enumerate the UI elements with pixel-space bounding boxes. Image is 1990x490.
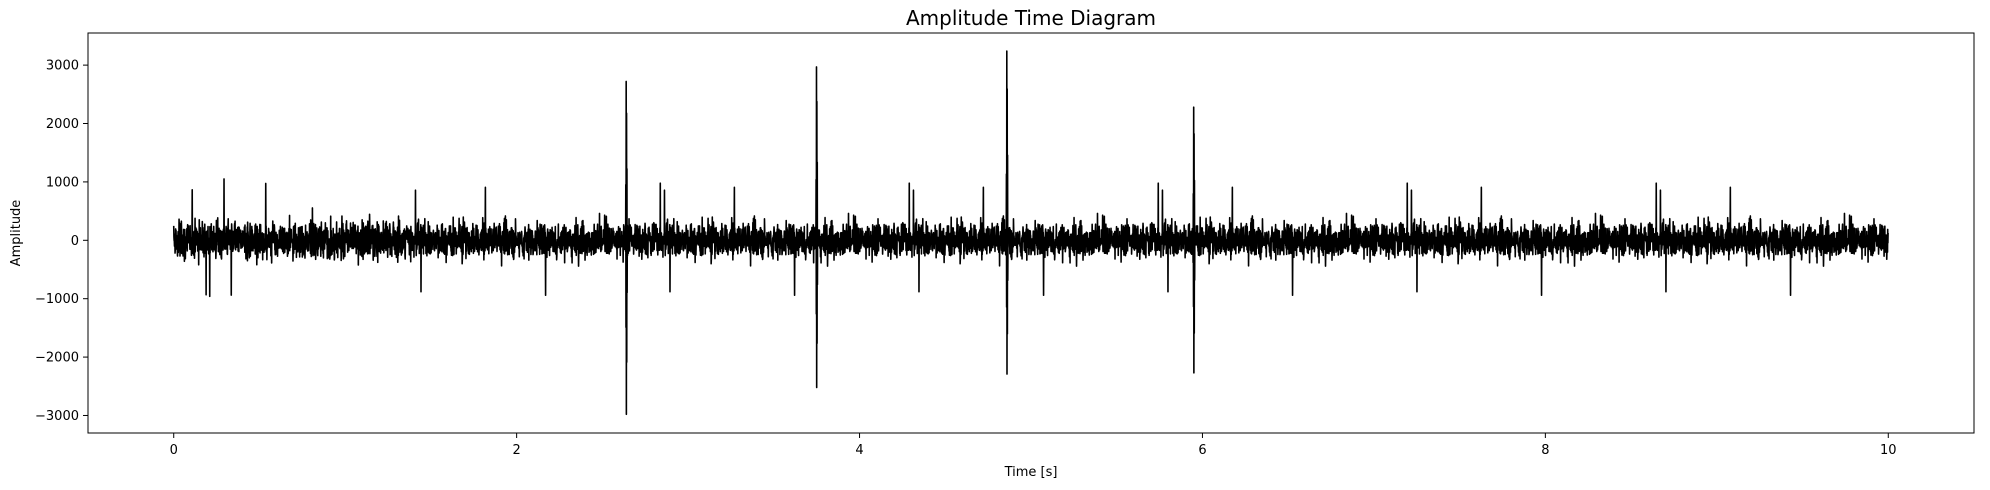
y-axis: −3000 −2000 −1000 0 1000 2000 3000 — [35, 59, 88, 424]
x-tick-label: 2 — [512, 443, 520, 458]
x-tick-label: 8 — [1541, 443, 1549, 458]
y-axis-label: Amplitude — [9, 200, 24, 267]
y-tick-label: −2000 — [35, 351, 79, 366]
x-axis: 0 2 4 6 8 10 — [170, 433, 1897, 458]
plot-area — [172, 50, 1890, 416]
x-axis-label: Time [s] — [1004, 465, 1058, 480]
y-tick-label: 1000 — [46, 175, 79, 190]
amplitude-series-line — [172, 50, 1890, 416]
axes-frame — [87, 32, 1975, 434]
y-tick-label: 0 — [71, 234, 79, 249]
y-tick-label: 2000 — [46, 117, 79, 132]
x-tick-label: 4 — [855, 443, 863, 458]
y-tick-label: −3000 — [35, 409, 79, 424]
y-tick-label: 3000 — [46, 59, 79, 74]
x-tick-label: 6 — [1198, 443, 1206, 458]
x-tick-label: 10 — [1880, 443, 1897, 458]
x-tick-label: 0 — [170, 443, 178, 458]
y-tick-label: −1000 — [35, 292, 79, 307]
chart-title: Amplitude Time Diagram — [906, 6, 1156, 30]
